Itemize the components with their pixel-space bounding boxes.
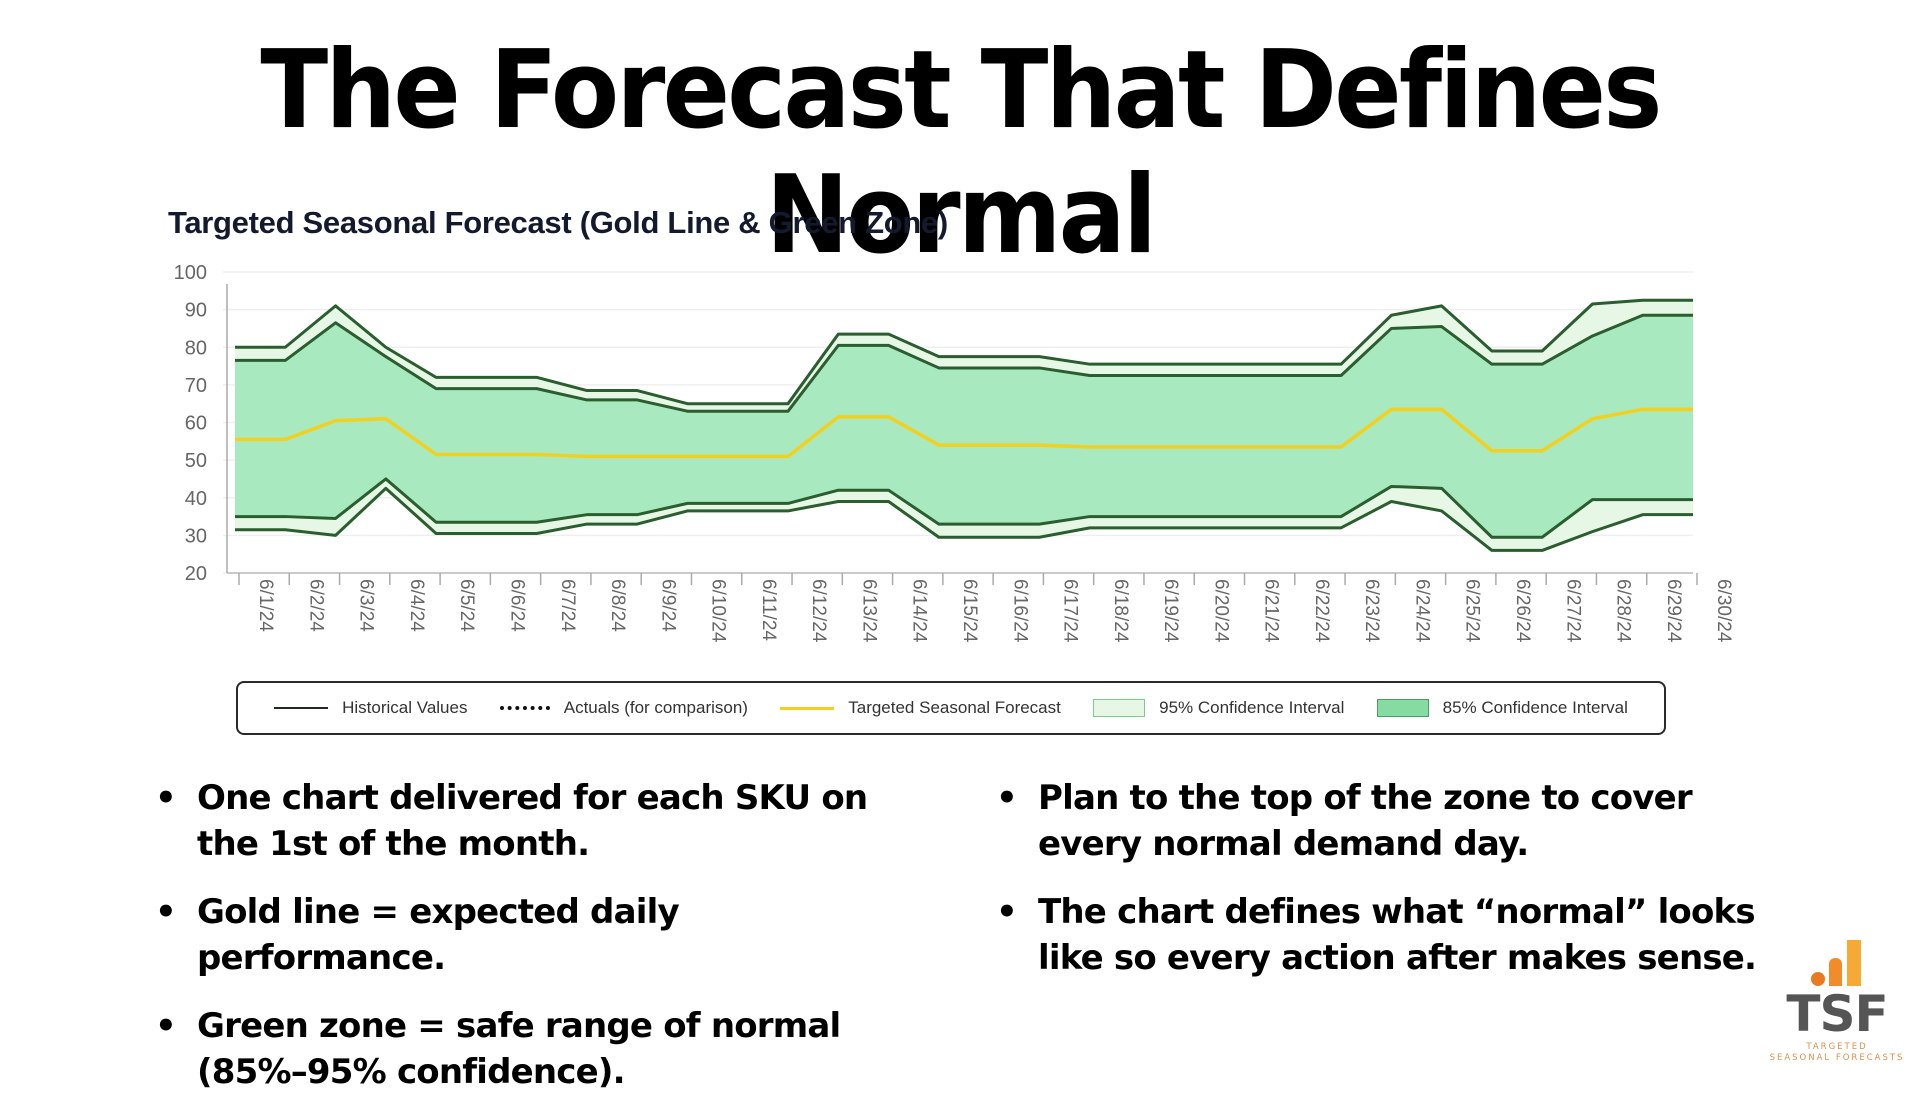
x-tick-label: 6/27/24 <box>1562 579 1583 643</box>
logo-bar <box>1829 958 1842 986</box>
x-tick-label: 6/16/24 <box>1009 579 1030 643</box>
y-tick-label: 90 <box>185 300 207 322</box>
x-tick-label: 6/7/24 <box>557 579 578 632</box>
x-tick-label: 6/5/24 <box>456 579 477 632</box>
y-tick-label: 20 <box>185 563 207 585</box>
tsf-logo: TSF TARGETED SEASONAL FORECASTS <box>1762 938 1912 1078</box>
y-tick-label: 60 <box>185 413 207 435</box>
legend-label: 85% Confidence Interval <box>1442 698 1628 717</box>
legend-item-historical: Historical Values <box>274 698 467 718</box>
x-tick-label: 6/25/24 <box>1462 579 1483 643</box>
y-tick-label: 70 <box>185 375 207 397</box>
y-tick-label: 80 <box>185 337 207 359</box>
x-tick-label: 6/12/24 <box>808 579 829 643</box>
x-tick-label: 6/8/24 <box>607 579 628 632</box>
confidence-areas <box>235 300 1693 551</box>
x-tick-label: 6/26/24 <box>1512 579 1533 643</box>
legend-label: Actuals (for comparison) <box>563 698 748 717</box>
bullet-item: The chart defines what “normal” looks li… <box>996 889 1776 981</box>
legend-label: Historical Values <box>342 698 468 717</box>
x-tick-label: 6/4/24 <box>406 579 427 632</box>
x-tick-label: 6/9/24 <box>657 579 678 632</box>
solid-line-swatch-icon <box>274 707 329 709</box>
x-tick-label: 6/21/24 <box>1261 579 1282 643</box>
x-tick-label: 6/10/24 <box>708 579 729 643</box>
ci85-area <box>235 315 1693 538</box>
bar-chart-logo-icon <box>1807 938 1867 986</box>
bullet-list-left: One chart delivered for each SKU on the … <box>155 775 895 1117</box>
x-tick-label: 6/30/24 <box>1713 579 1734 643</box>
forecast-line <box>235 407 1693 459</box>
legend-label: 95% Confidence Interval <box>1159 698 1345 717</box>
ci95-upper-line <box>235 298 1693 406</box>
legend-item-ci95: 95% Confidence Interval <box>1093 698 1344 718</box>
ci95-lower-line <box>235 486 1693 552</box>
legend-item-forecast: Targeted Seasonal Forecast <box>780 698 1061 718</box>
x-tick-label: 6/23/24 <box>1361 579 1382 643</box>
x-tick-label: 6/6/24 <box>506 579 527 632</box>
x-tick-label: 6/18/24 <box>1110 579 1131 643</box>
x-tick-label: 6/17/24 <box>1060 579 1081 643</box>
legend-item-actuals: Actuals (for comparison) <box>499 698 748 718</box>
y-axis-ticks: 20 30 40 50 60 70 80 90 100 <box>174 262 207 585</box>
logo-dot <box>1811 972 1825 986</box>
green-box-swatch-icon <box>1376 699 1429 717</box>
chart-legend: Historical Values Actuals (for compariso… <box>236 681 1666 735</box>
y-tick-label: 50 <box>185 450 207 472</box>
x-tick-label: 6/14/24 <box>909 579 930 643</box>
legend-item-ci85: 85% Confidence Interval <box>1376 698 1628 718</box>
y-tick-label: 100 <box>174 262 207 284</box>
x-tick-label: 6/22/24 <box>1311 579 1332 643</box>
logo-wordmark: TSF <box>1786 985 1888 1043</box>
x-tick-label: 6/28/24 <box>1613 579 1634 643</box>
axes <box>226 284 1693 574</box>
light-green-box-swatch-icon <box>1093 699 1146 717</box>
x-tick-label: 6/24/24 <box>1411 579 1432 643</box>
x-tick-label: 6/2/24 <box>305 579 326 632</box>
ci85-lower-line <box>235 477 1693 539</box>
ci85-upper-line <box>235 313 1693 413</box>
y-tick-label: 30 <box>185 525 207 547</box>
chart-title: Targeted Seasonal Forecast (Gold Line & … <box>168 205 948 240</box>
x-tick-label: 6/29/24 <box>1663 579 1684 643</box>
x-tick-label: 6/15/24 <box>959 579 980 643</box>
x-tick-label: 6/13/24 <box>858 579 879 643</box>
bullet-item: Plan to the top of the zone to cover eve… <box>996 775 1776 867</box>
x-tick-label: 6/20/24 <box>1210 579 1231 643</box>
x-axis-ticks: 6/1/24 6/2/24 6/3/24 6/4/24 6/5/24 6/6/24 6/7/… <box>238 573 1734 643</box>
bullet-item: Green zone = safe range of normal (85%–9… <box>155 1003 895 1095</box>
x-tick-label: 6/11/24 <box>758 579 779 641</box>
x-tick-label: 6/3/24 <box>356 579 377 632</box>
series-lines <box>235 298 1693 552</box>
y-tick-label: 40 <box>185 488 207 510</box>
logo-tagline-2: SEASONAL FORECASTS <box>1769 1053 1905 1063</box>
slide-title: The Forecast That Defines Normal <box>260 28 1662 278</box>
bullet-item: Gold line = expected daily performance. <box>155 889 895 981</box>
logo-tagline-1: TARGETED <box>1806 1042 1868 1052</box>
gold-line-swatch-icon <box>780 706 835 710</box>
logo-bar <box>1847 940 1861 986</box>
bullet-list-right: Plan to the top of the zone to cover eve… <box>996 775 1776 1003</box>
dotted-line-swatch-icon <box>499 706 550 710</box>
x-tick-label: 6/1/24 <box>255 579 276 632</box>
legend-label: Targeted Seasonal Forecast <box>848 698 1061 717</box>
x-tick-label: 6/19/24 <box>1160 579 1181 643</box>
bullet-item: One chart delivered for each SKU on the … <box>155 775 895 867</box>
